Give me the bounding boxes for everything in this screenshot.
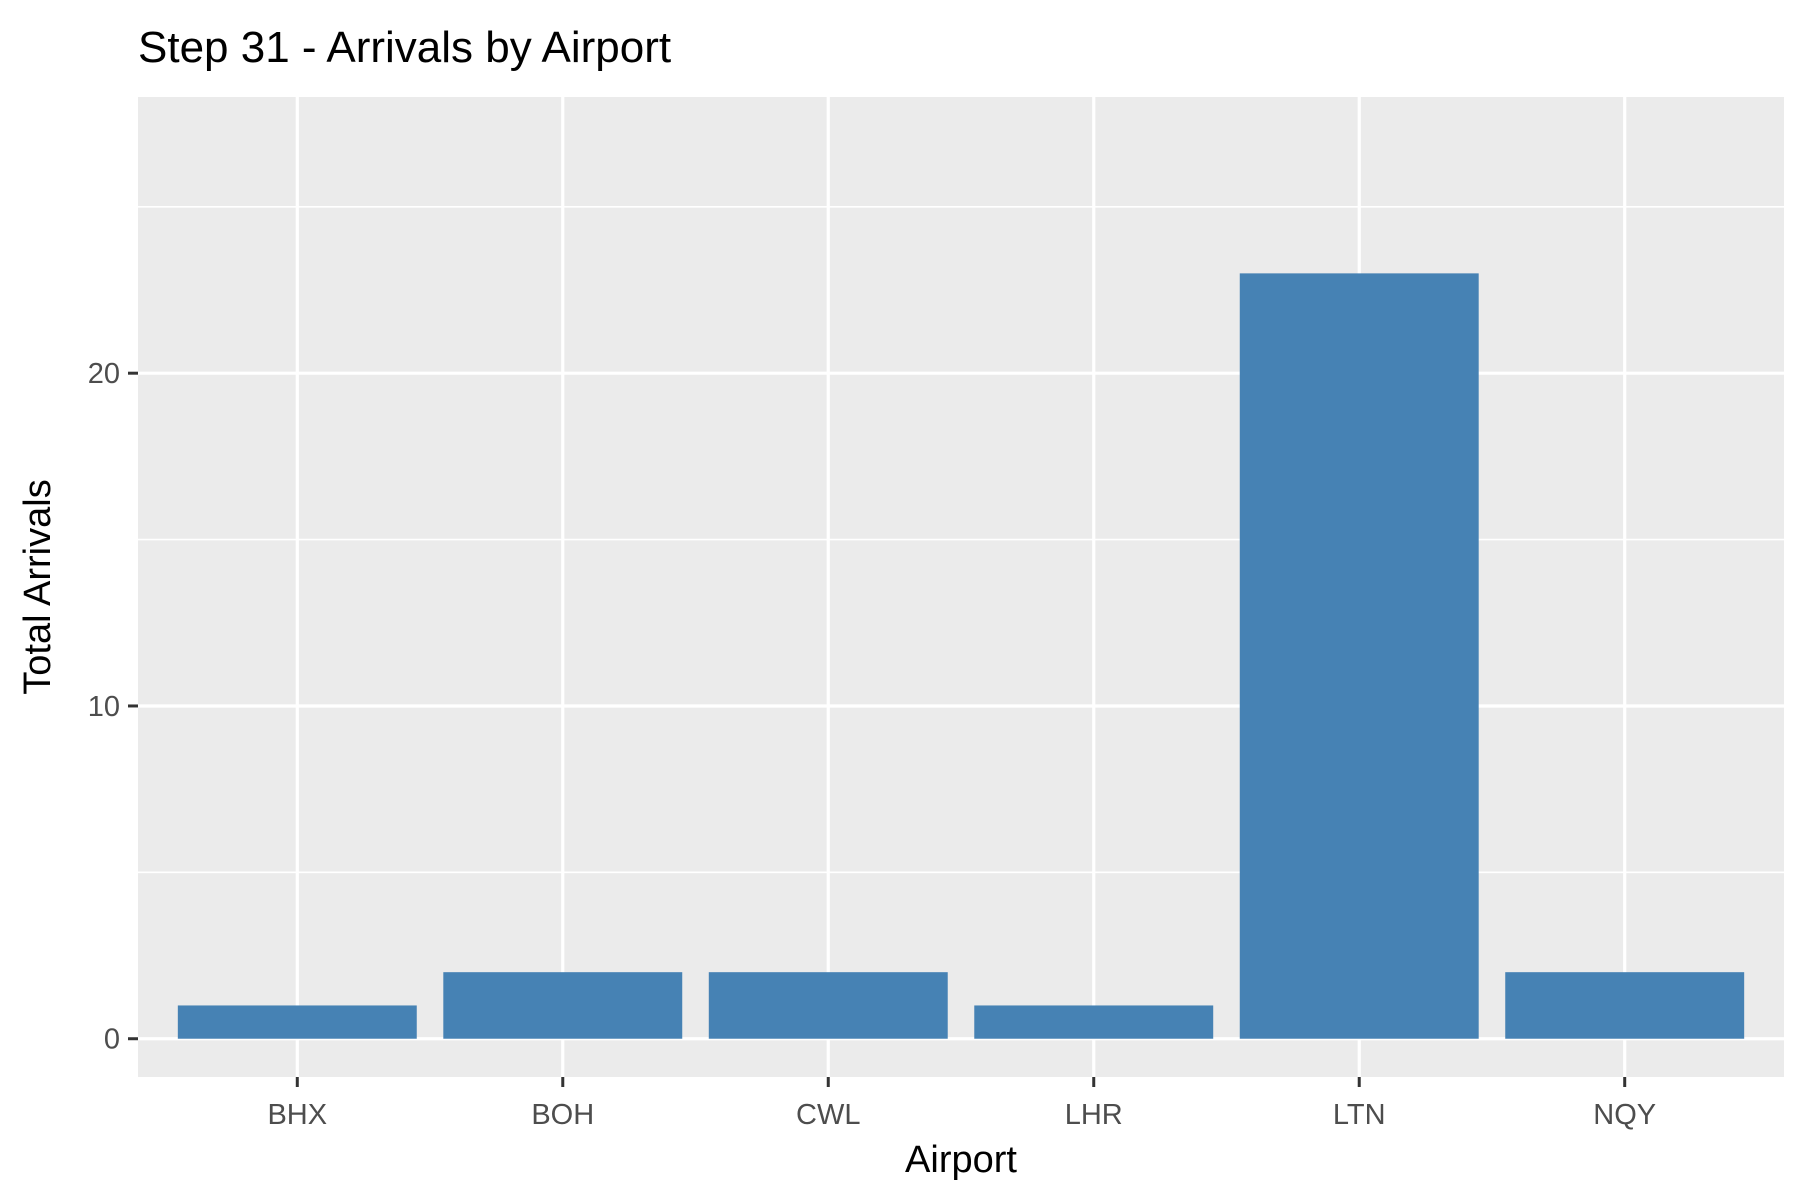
x-axis-title: Airport	[905, 1139, 1017, 1181]
x-tick-label: BHX	[267, 1099, 327, 1131]
y-tick-label: 0	[104, 1024, 120, 1056]
bar-lhr	[974, 1005, 1214, 1039]
y-axis-title: Total Arrivals	[17, 479, 59, 694]
x-tick-label: LHR	[1065, 1099, 1123, 1131]
minor-gridlines	[138, 206, 1784, 874]
bar-cwl	[708, 972, 948, 1039]
y-axis: 0 10 20	[88, 358, 138, 1056]
bar-nqy	[1505, 972, 1745, 1039]
x-axis: BHX BOH CWL LHR LTN NQY	[267, 1077, 1656, 1131]
bar-boh	[443, 972, 683, 1039]
x-tick-label: BOH	[531, 1099, 594, 1131]
bar-ltn	[1239, 273, 1479, 1039]
y-tick-label: 10	[88, 691, 120, 723]
y-tick-label: 20	[88, 358, 120, 390]
x-tick-label: LTN	[1333, 1099, 1386, 1131]
x-tick-label: CWL	[796, 1099, 860, 1131]
bar-bhx	[177, 1005, 417, 1039]
plot-panel	[138, 97, 1784, 1077]
bars	[177, 273, 1745, 1039]
chart-title: Step 31 - Arrivals by Airport	[138, 23, 671, 72]
x-tick-label: NQY	[1593, 1099, 1656, 1131]
